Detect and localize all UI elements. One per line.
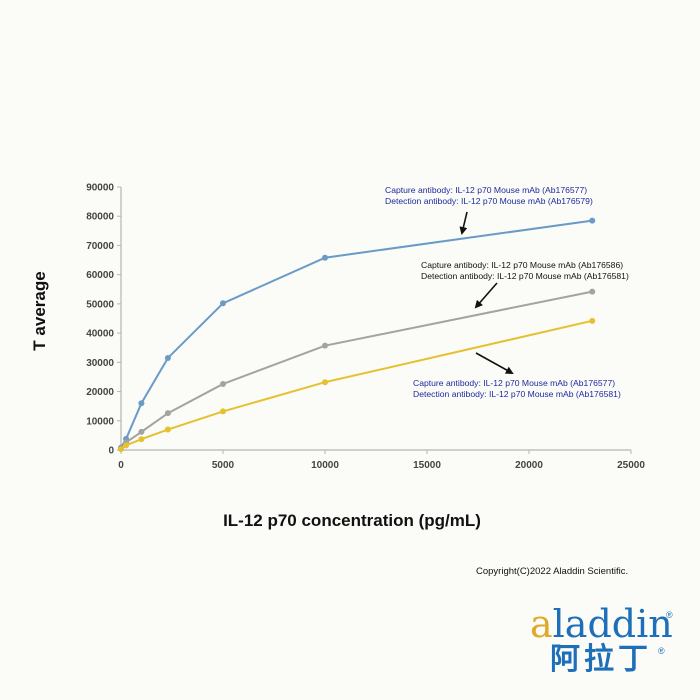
data-point	[322, 379, 328, 386]
annotation-3: Capture antibody: IL-12 p70 Mouse mAb (A…	[413, 352, 621, 399]
data-point	[220, 408, 226, 415]
chart-series-layer	[118, 217, 596, 453]
data-point	[589, 217, 596, 224]
x-tick-label: 5000	[212, 460, 235, 471]
annotation-arrow	[475, 352, 514, 374]
annotation-arrow	[474, 282, 498, 309]
data-point	[589, 317, 596, 324]
data-point	[138, 400, 145, 407]
y-tick-label: 20000	[86, 387, 114, 398]
aladdin-logo: aladdin ® 阿拉丁 ®	[524, 604, 684, 684]
data-point	[118, 446, 124, 453]
y-tick-label: 60000	[86, 270, 114, 281]
x-tick-label: 10000	[311, 460, 339, 471]
series-2	[118, 288, 596, 452]
data-point	[589, 288, 596, 295]
y-axis-title: T average	[30, 271, 49, 350]
data-point	[123, 442, 130, 449]
series-1	[118, 217, 596, 451]
x-tick-label: 0	[118, 460, 124, 471]
annotation-2: Capture antibody: IL-12 p70 Mouse mAb (A…	[421, 260, 629, 309]
data-point	[164, 354, 171, 361]
data-point	[164, 410, 171, 417]
series-line	[120, 290, 593, 450]
copyright-notice: Copyright(C)2022 Aladdin Scientific.	[476, 566, 629, 577]
x-tick-label: 15000	[413, 460, 441, 471]
annotation-text: Capture antibody: IL-12 p70 Mouse mAb (A…	[421, 260, 623, 270]
y-tick-label: 0	[108, 446, 114, 457]
y-tick-label: 70000	[86, 241, 114, 252]
annotation-arrow	[459, 211, 468, 235]
x-tick-label: 20000	[515, 460, 543, 471]
data-point	[220, 380, 226, 387]
annotation-text: Capture antibody: IL-12 p70 Mouse mAb (A…	[413, 378, 615, 388]
logo-wordmark: aladdin	[530, 602, 673, 646]
y-tick-label: 80000	[86, 212, 114, 223]
data-point	[138, 428, 145, 435]
data-point	[322, 342, 328, 349]
y-tick-label: 30000	[86, 358, 114, 369]
annotation-text: Capture antibody: IL-12 p70 Mouse mAb (A…	[385, 185, 587, 195]
data-point	[322, 254, 328, 261]
annotation-1: Capture antibody: IL-12 p70 Mouse mAb (A…	[385, 185, 593, 235]
data-point	[220, 300, 226, 307]
logo-registered-mark-cn: ®	[658, 646, 665, 656]
y-tick-label: 40000	[86, 329, 114, 340]
chart-axes: 0100002000030000400005000060000700008000…	[30, 183, 645, 531]
logo-registered-mark: ®	[666, 610, 673, 620]
data-point	[138, 436, 145, 443]
data-point	[164, 426, 171, 433]
series-line	[120, 219, 593, 449]
x-axis-title: IL-12 p70 concentration (pg/mL)	[223, 511, 481, 530]
annotation-text: Detection antibody: IL-12 p70 Mouse mAb …	[413, 389, 621, 399]
y-tick-label: 50000	[86, 299, 114, 310]
chart-annotation-layer: Capture antibody: IL-12 p70 Mouse mAb (A…	[385, 185, 629, 399]
y-tick-label: 90000	[86, 183, 114, 194]
series-3	[118, 317, 596, 453]
y-tick-label: 10000	[86, 416, 114, 427]
annotation-text: Detection antibody: IL-12 p70 Mouse mAb …	[421, 271, 629, 281]
annotation-text: Detection antibody: IL-12 p70 Mouse mAb …	[385, 196, 593, 206]
x-tick-label: 25000	[617, 460, 645, 471]
logo-chinese-name: 阿拉丁	[550, 642, 652, 677]
